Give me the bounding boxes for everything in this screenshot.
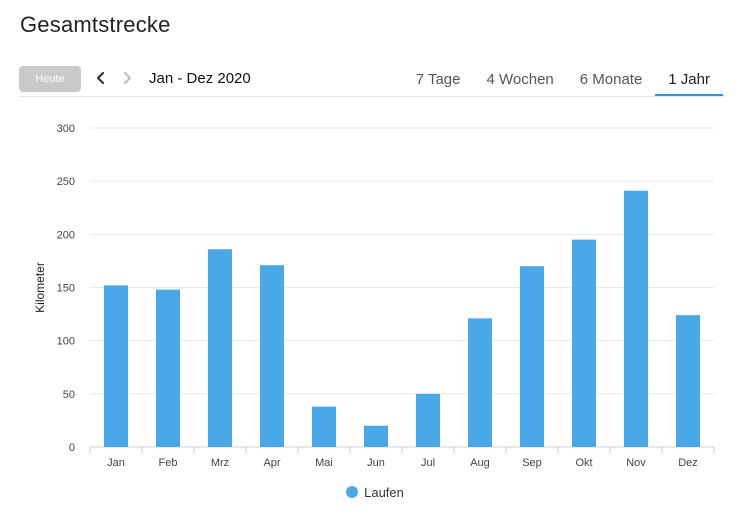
bar-aug[interactable]	[468, 318, 492, 447]
bar-mai[interactable]	[312, 406, 336, 447]
chart-legend: Laufen	[0, 485, 750, 500]
bar-sep[interactable]	[520, 266, 544, 447]
legend-label: Laufen	[364, 485, 404, 500]
bar-jun[interactable]	[364, 425, 388, 447]
x-tick-label: Feb	[159, 457, 178, 469]
date-range-label: Jan - Dez 2020	[149, 70, 251, 87]
x-tick-label: Apr	[263, 457, 280, 469]
bar-okt[interactable]	[572, 239, 596, 447]
x-tick-label: Aug	[470, 457, 490, 469]
chevron-right-icon[interactable]	[119, 70, 135, 86]
bar-feb[interactable]	[156, 289, 180, 447]
y-axis-label: Kilometer	[33, 262, 47, 313]
chevron-left-icon[interactable]	[93, 70, 109, 86]
y-tick-label: 100	[57, 336, 75, 348]
x-tick-label: Jun	[367, 457, 385, 469]
tab-1-jahr[interactable]: 1 Jahr	[655, 66, 723, 96]
bar-jan[interactable]	[104, 285, 128, 447]
page-title: Gesamtstrecke	[20, 12, 171, 37]
x-tick-label: Sep	[522, 457, 542, 469]
y-tick-label: 0	[69, 442, 75, 454]
y-tick-label: 300	[57, 123, 75, 135]
legend-item-laufen[interactable]: Laufen	[346, 485, 404, 500]
bar-apr[interactable]	[260, 265, 284, 447]
today-button[interactable]: Heute	[19, 66, 81, 92]
x-tick-label: Jul	[421, 457, 435, 469]
toolbar-divider	[19, 96, 723, 97]
y-tick-label: 200	[57, 229, 75, 241]
tab-6-monate[interactable]: 6 Monate	[579, 71, 643, 88]
period-tabs: 7 Tage 4 Wochen 6 Monate 1 Jahr	[403, 66, 723, 96]
bar-chart: 0 50 100 150 200 250 300 Kilometer Jan Feb Mrz Apr M…	[33, 123, 715, 469]
y-tick-label: 50	[63, 389, 75, 401]
x-tick-label: Mai	[315, 457, 333, 469]
tab-7-tage[interactable]: 7 Tage	[415, 71, 461, 88]
bar-jul[interactable]	[416, 393, 440, 447]
y-tick-label: 150	[57, 283, 75, 295]
y-tick-label: 250	[57, 176, 75, 188]
bar-nov[interactable]	[624, 190, 648, 447]
x-tick-label: Dez	[678, 457, 698, 469]
x-tick-label: Mrz	[211, 457, 229, 469]
tab-4-wochen[interactable]: 4 Wochen	[486, 71, 554, 88]
bar-mrz[interactable]	[208, 249, 232, 447]
x-tick-label: Nov	[626, 457, 646, 469]
bar-dez[interactable]	[676, 315, 700, 447]
legend-dot-icon	[346, 486, 359, 498]
toolbar: Heute Jan - Dez 2020 7 Tage 4 Wochen 6 M…	[19, 66, 723, 96]
x-tick-label: Okt	[575, 457, 592, 469]
x-tick-label: Jan	[107, 457, 125, 469]
